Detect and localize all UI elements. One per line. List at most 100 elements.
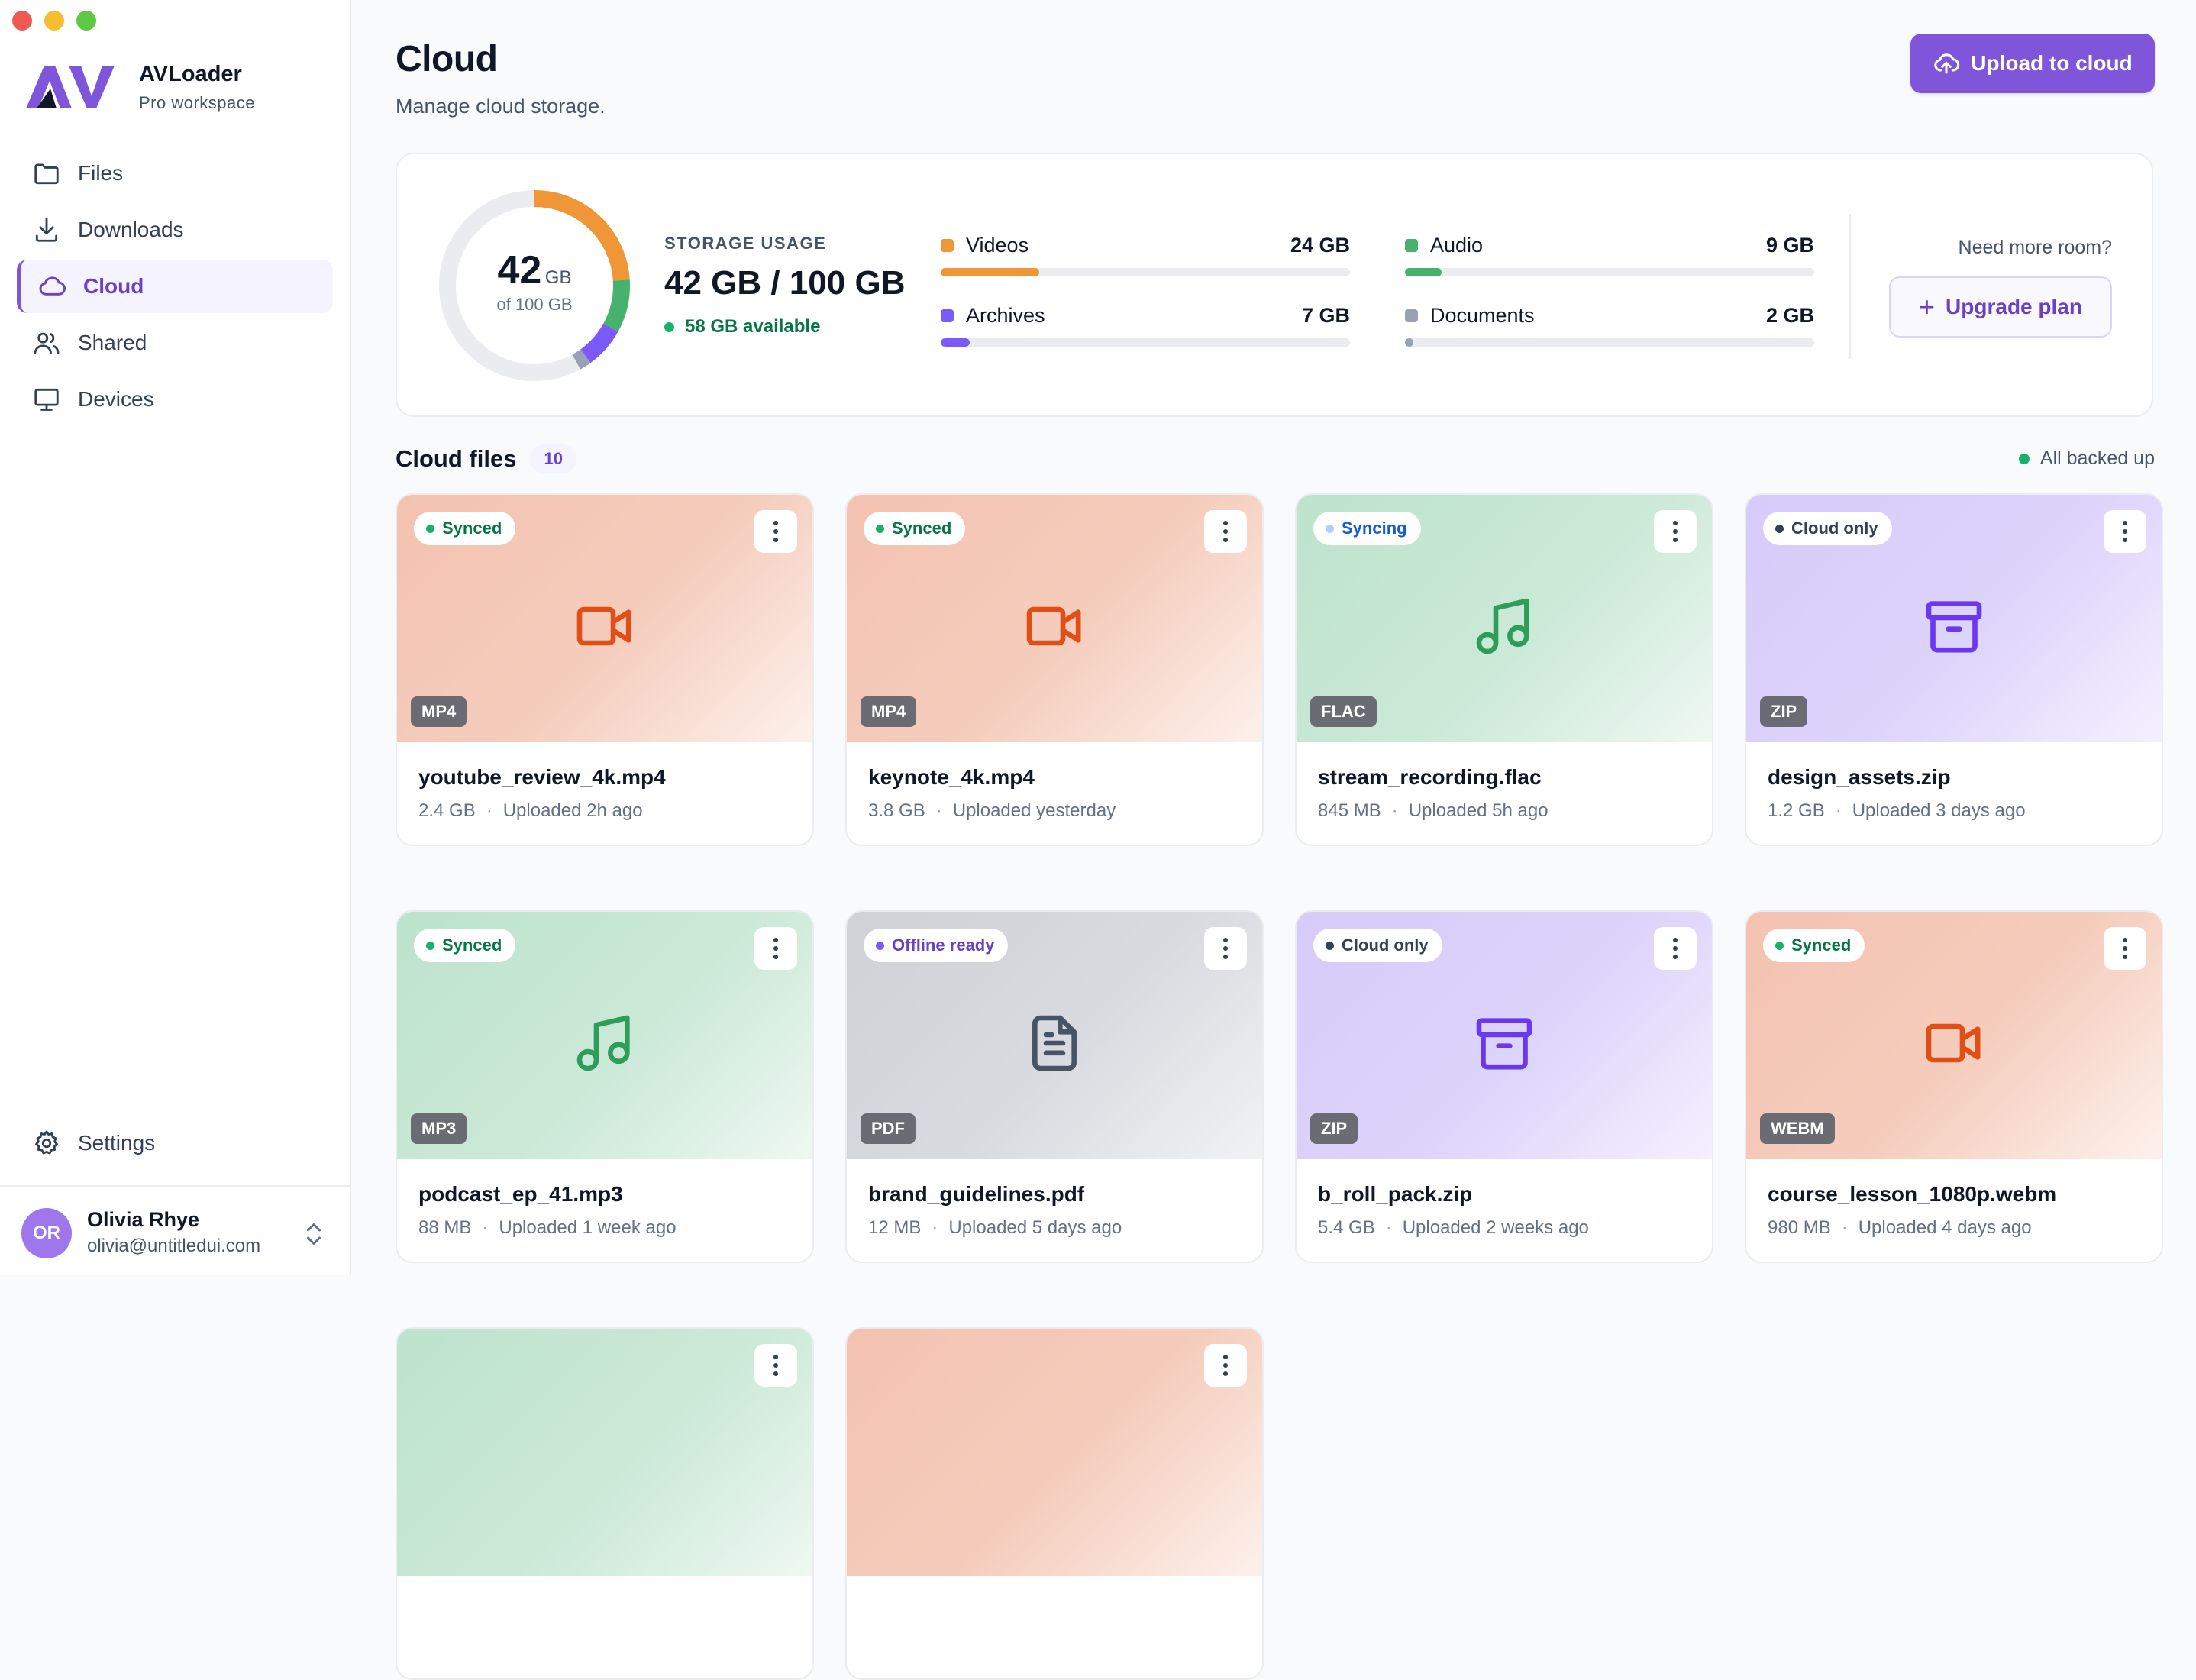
status-dot-icon xyxy=(426,524,434,533)
sidebar-item-devices[interactable]: Devices xyxy=(17,373,333,426)
file-card[interactable]: Syncing FLAC stream_recording.flac 845 MB · U… xyxy=(1295,493,1713,846)
file-thumbnail: Syncing FLAC xyxy=(1297,495,1712,742)
file-meta: 1.2 GB · Uploaded 3 days ago xyxy=(1768,800,2026,822)
minimize-window-button[interactable] xyxy=(44,11,64,31)
file-menu-button[interactable] xyxy=(754,1344,797,1387)
upload-label: Upload to cloud xyxy=(1971,51,2133,75)
file-card[interactable]: Synced MP3 podcast_ep_41.mp3 88 MB · Uploaded… xyxy=(396,910,814,1263)
file-meta: 845 MB · Uploaded 5h ago xyxy=(1318,800,1549,822)
status-dot-icon xyxy=(426,941,434,950)
section-title: Cloud files xyxy=(396,445,517,472)
category-name: Archives xyxy=(966,304,1045,327)
sidebar-item-label: Shared xyxy=(78,331,147,354)
video-camera-icon xyxy=(1926,1023,1981,1063)
status-dot-icon xyxy=(876,524,884,533)
divider xyxy=(1849,214,1851,359)
sync-status-badge: Cloud only xyxy=(1763,512,1892,545)
file-menu-button[interactable] xyxy=(754,927,797,970)
sidebar-item-downloads[interactable]: Downloads xyxy=(17,203,333,257)
file-size: 845 MB xyxy=(1318,800,1381,821)
brand-subtitle: Pro workspace xyxy=(139,93,256,112)
close-window-button[interactable] xyxy=(12,11,32,31)
file-card[interactable] xyxy=(396,1327,814,1680)
upload-to-cloud-button[interactable]: Upload to cloud xyxy=(1910,34,2155,93)
more-vertical-icon xyxy=(773,938,778,959)
file-card[interactable]: Offline ready PDF brand_guidelines.pdf 12 M… xyxy=(845,910,1264,1263)
file-name: stream_recording.flac xyxy=(1318,765,1542,789)
monitor-icon xyxy=(34,388,59,411)
donut-segment-audio xyxy=(439,190,630,381)
category-size: 9 GB xyxy=(1765,234,1814,257)
category-bar-fill xyxy=(941,338,970,347)
file-size: 12 MB xyxy=(868,1217,922,1238)
donut-value: 42 xyxy=(497,248,542,292)
file-thumbnail: Synced MP4 xyxy=(847,495,1262,742)
category-bar-fill xyxy=(1405,338,1413,347)
page-title: Cloud xyxy=(396,39,498,79)
storage-category-archives: Archives 7 GB xyxy=(941,304,1350,347)
upgrade-label: Upgrade plan xyxy=(1946,295,2082,318)
file-card[interactable]: Synced MP4 keynote_4k.mp4 3.8 GB · Uploaded y… xyxy=(845,493,1264,846)
download-icon xyxy=(35,218,58,242)
category-size: 2 GB xyxy=(1765,304,1814,327)
category-bar xyxy=(941,268,1350,276)
user-name: Olivia Rhye xyxy=(87,1208,200,1231)
users-icon xyxy=(34,332,60,354)
status-text: Synced xyxy=(442,519,502,538)
cloud-upload-icon xyxy=(1934,53,1960,74)
more-vertical-icon xyxy=(2123,521,2127,542)
file-name: brand_guidelines.pdf xyxy=(868,1182,1085,1206)
window-controls xyxy=(12,11,96,31)
file-card[interactable] xyxy=(845,1327,1264,1680)
file-type-badge: ZIP xyxy=(1310,1113,1358,1144)
avatar: OR xyxy=(21,1208,72,1258)
category-name: Audio xyxy=(1430,234,1484,257)
file-menu-button[interactable] xyxy=(1654,927,1697,970)
video-camera-icon xyxy=(576,606,631,646)
upgrade-plan-button[interactable]: + Upgrade plan xyxy=(1889,276,2112,338)
storage-donut-chart xyxy=(439,190,630,381)
archive-box-icon xyxy=(1926,601,1982,653)
file-thumbnail: Synced WEBM xyxy=(1746,912,2162,1159)
storage-card: 42 GB of 100 GB STORAGE USAGE 42 GB / 10… xyxy=(396,153,2153,417)
more-vertical-icon xyxy=(1223,1355,1228,1376)
category-name: Videos xyxy=(966,234,1029,257)
sync-status-badge: Synced xyxy=(1763,929,1865,962)
chevron-selector-icon[interactable] xyxy=(302,1219,325,1249)
file-card[interactable]: Cloud only ZIP design_assets.zip 1.2 GB · Upl… xyxy=(1745,493,2163,846)
file-menu-button[interactable] xyxy=(1654,510,1697,553)
file-size: 2.4 GB xyxy=(418,800,476,821)
file-name: course_lesson_1080p.webm xyxy=(1768,1182,2057,1206)
file-card[interactable]: Synced WEBM course_lesson_1080p.webm 980 MB… xyxy=(1745,910,2163,1263)
category-bar xyxy=(1405,338,1814,347)
plus-icon: + xyxy=(1919,291,1936,322)
backup-status-dot-icon xyxy=(2018,453,2030,464)
audio-legend-swatch xyxy=(1405,239,1418,252)
sidebar-item-shared[interactable]: Shared xyxy=(17,316,333,370)
videos-legend-swatch xyxy=(941,239,954,252)
file-menu-button[interactable] xyxy=(1204,927,1247,970)
file-thumbnail: Offline ready PDF xyxy=(847,912,1262,1159)
sidebar-item-settings[interactable]: Settings xyxy=(32,1129,155,1158)
sidebar-item-files[interactable]: Files xyxy=(17,147,333,200)
category-name: Documents xyxy=(1430,304,1535,327)
file-uploaded: Uploaded yesterday xyxy=(952,800,1116,821)
user-profile[interactable]: OR Olivia Rhye olivia@untitledui.com xyxy=(0,1185,350,1275)
file-thumbnail: Synced MP4 xyxy=(397,495,812,742)
file-card[interactable]: Synced MP4 youtube_review_4k.mp4 2.4 GB · Upl… xyxy=(396,493,814,846)
documents-legend-swatch xyxy=(1405,309,1418,322)
file-menu-button[interactable] xyxy=(2104,510,2146,553)
category-bar-fill xyxy=(1405,268,1442,276)
file-menu-button[interactable] xyxy=(1204,1344,1247,1387)
more-vertical-icon xyxy=(1673,938,1678,959)
sidebar-item-cloud[interactable]: Cloud xyxy=(17,260,333,313)
maximize-window-button[interactable] xyxy=(76,11,96,31)
file-menu-button[interactable] xyxy=(1204,510,1247,553)
status-dot-icon xyxy=(1775,941,1784,950)
document-icon xyxy=(1032,1015,1077,1071)
file-menu-button[interactable] xyxy=(2104,927,2146,970)
file-card[interactable]: Cloud only ZIP b_roll_pack.zip 5.4 GB · Uploa… xyxy=(1295,910,1713,1263)
donut-unit: GB xyxy=(544,267,572,288)
file-menu-button[interactable] xyxy=(754,510,797,553)
file-uploaded: Uploaded 4 days ago xyxy=(1858,1217,2032,1238)
